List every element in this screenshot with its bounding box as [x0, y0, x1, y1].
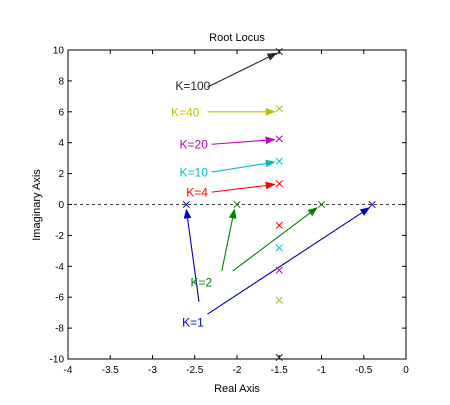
gain-arrow-head — [183, 208, 192, 219]
gain-arrow-line — [207, 56, 269, 88]
gain-arrow-line — [221, 217, 234, 272]
y-tick-label: -2 — [55, 231, 64, 242]
gain-labels: K=100 K=40 K=20 K=10 K=4 K=2 K=1 — [171, 79, 212, 329]
x-tick-label: -3.5 — [102, 365, 120, 376]
gain-arrow-head — [265, 107, 276, 116]
gain-label: K=10 — [180, 166, 209, 180]
pole-marker — [275, 157, 283, 165]
pole-marker-stroke — [275, 296, 283, 304]
pole-marker — [275, 47, 283, 56]
gain-arrow-head — [266, 52, 278, 61]
pole-marker-stroke — [275, 180, 283, 188]
x-tick-label: -4 — [64, 365, 73, 376]
gain-arrow-head — [228, 208, 237, 219]
pole-marker-stroke — [233, 200, 241, 209]
chart-title: Root Locus — [209, 32, 265, 44]
pole-marker-stroke — [368, 200, 376, 209]
pole-marker-stroke — [275, 157, 283, 165]
pole-marker — [275, 266, 283, 274]
pole-markers — [182, 47, 376, 362]
gain-label: K=1 — [182, 315, 204, 329]
x-tick-label: -2.5 — [186, 365, 204, 376]
pole-marker-stroke — [275, 47, 283, 56]
pole-marker-stroke — [275, 105, 283, 113]
gain-arrow-line — [211, 162, 267, 173]
gain-label: K=20 — [180, 138, 209, 152]
y-tick-label: 0 — [58, 200, 64, 211]
y-tick-label: 6 — [58, 107, 64, 118]
pole-marker — [275, 353, 283, 362]
x-axis-label: Real Axis — [214, 383, 260, 395]
pole-marker — [275, 105, 283, 113]
y-tick-label: 2 — [58, 169, 64, 180]
y-tick-label: -8 — [55, 324, 64, 335]
y-tick-label: -6 — [55, 293, 64, 304]
pole-marker — [275, 244, 283, 252]
axis-ticks — [67, 49, 407, 360]
tick-labels: -4 -3.5 -3 -2.5 -2 -1.5 -1 -0.5 0 -10 -8 -6 -4 -2 0 2 4 6… — [50, 46, 410, 377]
gain-arrow-line — [207, 212, 363, 315]
y-tick-label: 4 — [58, 138, 64, 149]
pole-marker — [275, 135, 283, 143]
x-tick-label: -1 — [317, 365, 326, 376]
x-tick-label: -0.5 — [355, 365, 373, 376]
y-axis-label: Imaginary Axis — [31, 169, 43, 241]
pole-marker — [275, 180, 283, 188]
gain-arrow-head — [307, 207, 318, 217]
gain-label: K=4 — [186, 186, 208, 200]
gain-arrow-line — [186, 217, 200, 302]
pole-marker — [275, 296, 283, 304]
gain-label: K=2 — [191, 275, 213, 289]
x-tick-label: -3 — [148, 365, 157, 376]
pole-marker-stroke — [275, 266, 283, 274]
pole-marker-stroke — [275, 353, 283, 362]
pole-marker-stroke — [317, 200, 326, 209]
pole-marker — [275, 221, 283, 229]
gain-arrow-head — [265, 181, 276, 190]
gain-label: K=40 — [171, 105, 200, 119]
gain-arrow-line — [232, 212, 311, 272]
gain-arrow-head — [265, 136, 276, 145]
pole-marker-stroke — [275, 244, 283, 252]
pole-marker — [368, 200, 376, 209]
y-tick-label: 10 — [53, 46, 65, 57]
gain-arrow-head — [359, 207, 371, 216]
y-tick-label: -10 — [50, 355, 65, 366]
gain-arrow-head — [265, 159, 276, 168]
pole-marker — [233, 200, 241, 209]
x-tick-label: -1.5 — [271, 365, 289, 376]
pole-marker — [182, 200, 190, 209]
pole-marker — [317, 200, 326, 209]
gain-arrows — [183, 52, 371, 315]
pole-marker-stroke — [275, 221, 283, 229]
gain-arrow-line — [211, 139, 267, 145]
gain-arrow-line — [211, 184, 267, 193]
gain-label: K=100 — [175, 79, 210, 93]
y-tick-label: 8 — [58, 76, 64, 87]
y-tick-label: -4 — [55, 262, 64, 273]
pole-marker-stroke — [182, 200, 190, 209]
pole-marker-stroke — [275, 135, 283, 143]
x-tick-label: -2 — [233, 365, 242, 376]
x-tick-label: 0 — [403, 365, 409, 376]
